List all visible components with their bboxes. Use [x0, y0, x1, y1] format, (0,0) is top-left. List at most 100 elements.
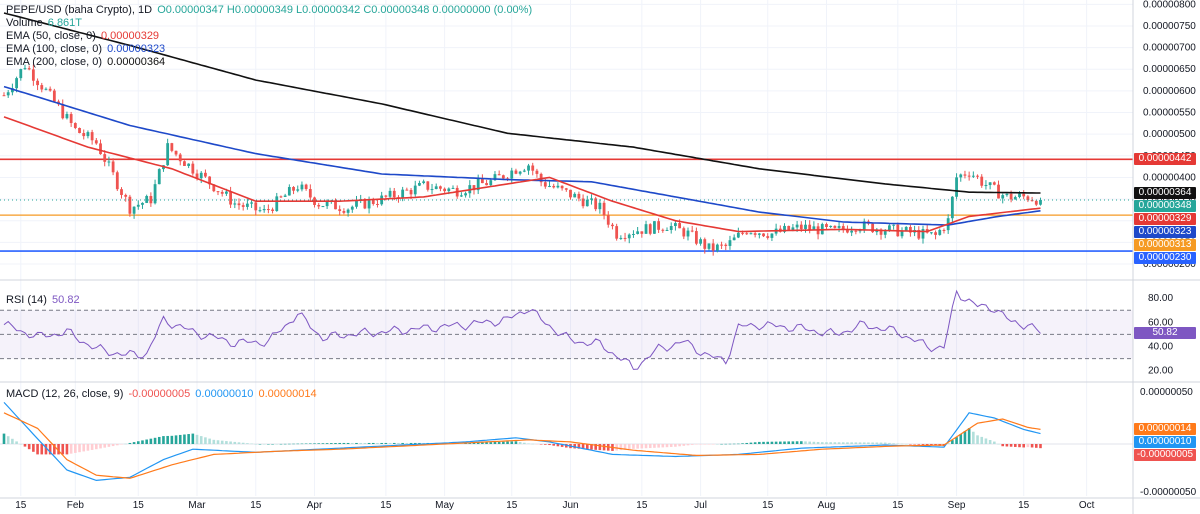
candle-body[interactable]	[23, 68, 27, 70]
candle-body[interactable]	[724, 244, 728, 246]
candle-body[interactable]	[204, 172, 207, 177]
candle-body[interactable]	[111, 161, 115, 173]
candle-body[interactable]	[808, 224, 812, 230]
candle-body[interactable]	[720, 244, 723, 246]
candle-body[interactable]	[518, 171, 522, 174]
candle-body[interactable]	[418, 182, 421, 186]
candle-body[interactable]	[296, 189, 300, 191]
candle-body[interactable]	[321, 206, 325, 208]
candle-body[interactable]	[245, 203, 249, 207]
candle-body[interactable]	[409, 189, 413, 195]
candle-body[interactable]	[522, 170, 526, 172]
rsi-pane[interactable]	[0, 289, 1133, 370]
candle-body[interactable]	[682, 228, 686, 237]
candle-body[interactable]	[627, 234, 631, 239]
candle-body[interactable]	[36, 80, 39, 86]
candle-body[interactable]	[141, 202, 144, 205]
candle-body[interactable]	[48, 88, 52, 91]
ema200-line[interactable]	[3, 12, 1041, 194]
candle-body[interactable]	[497, 174, 501, 176]
ema50-line[interactable]	[3, 116, 1041, 233]
candle-body[interactable]	[233, 203, 237, 205]
candle-body[interactable]	[787, 225, 791, 231]
macd-pane[interactable]	[0, 401, 1133, 482]
candle-body[interactable]	[862, 221, 866, 231]
candle-body[interactable]	[984, 185, 988, 187]
candle-body[interactable]	[363, 199, 367, 209]
candle-body[interactable]	[858, 230, 862, 232]
candle-body[interactable]	[78, 127, 81, 134]
candle-body[interactable]	[94, 140, 98, 144]
candle-body[interactable]	[757, 233, 761, 235]
candle-body[interactable]	[548, 185, 551, 187]
candle-body[interactable]	[15, 78, 18, 89]
candle-body[interactable]	[632, 233, 635, 235]
candle-body[interactable]	[346, 209, 350, 213]
candle-body[interactable]	[560, 185, 564, 189]
candle-body[interactable]	[783, 225, 786, 232]
candle-body[interactable]	[40, 85, 44, 90]
candle-body[interactable]	[216, 191, 220, 193]
candle-body[interactable]	[334, 200, 337, 210]
price-pane[interactable]	[0, 12, 1133, 256]
candle-body[interactable]	[6, 92, 10, 96]
candle-body[interactable]	[569, 189, 572, 198]
candle-body[interactable]	[552, 185, 556, 188]
candle-body[interactable]	[812, 226, 816, 230]
candle-body[interactable]	[195, 173, 199, 179]
candle-body[interactable]	[99, 143, 102, 155]
candle-body[interactable]	[795, 224, 799, 228]
candle-body[interactable]	[661, 229, 665, 231]
candle-body[interactable]	[136, 204, 140, 207]
candle-body[interactable]	[636, 231, 640, 234]
candle-body[interactable]	[166, 143, 170, 166]
candle-body[interactable]	[1009, 193, 1013, 200]
candle-body[interactable]	[657, 221, 661, 230]
candle-body[interactable]	[804, 224, 807, 229]
candle-body[interactable]	[73, 123, 77, 128]
signal-line[interactable]	[3, 412, 1041, 479]
candle-body[interactable]	[338, 209, 342, 212]
candle-body[interactable]	[65, 114, 69, 119]
candle-body[interactable]	[766, 236, 770, 238]
candle-body[interactable]	[212, 184, 216, 192]
candle-body[interactable]	[476, 179, 480, 191]
candle-body[interactable]	[447, 188, 451, 192]
candle-body[interactable]	[703, 239, 707, 249]
candle-body[interactable]	[611, 224, 614, 227]
candle-body[interactable]	[648, 224, 652, 234]
candle-body[interactable]	[653, 221, 656, 234]
candle-body[interactable]	[1001, 195, 1005, 199]
candle-body[interactable]	[19, 69, 23, 79]
candle-body[interactable]	[749, 233, 753, 235]
candle-body[interactable]	[976, 175, 979, 177]
candle-body[interactable]	[892, 224, 896, 226]
candle-body[interactable]	[590, 198, 593, 200]
candle-body[interactable]	[619, 237, 623, 239]
candle-body[interactable]	[1030, 200, 1034, 202]
candle-body[interactable]	[220, 191, 224, 194]
candle-body[interactable]	[128, 196, 132, 214]
candle-body[interactable]	[69, 114, 73, 124]
candle-body[interactable]	[115, 172, 119, 190]
candle-body[interactable]	[287, 187, 291, 196]
candle-body[interactable]	[376, 203, 379, 205]
candle-body[interactable]	[854, 230, 858, 232]
candle-body[interactable]	[430, 189, 434, 191]
candle-body[interactable]	[510, 170, 514, 179]
candle-body[interactable]	[174, 150, 178, 155]
candle-body[interactable]	[405, 189, 409, 191]
candle-body[interactable]	[451, 187, 455, 189]
candle-body[interactable]	[971, 175, 975, 177]
candle-body[interactable]	[237, 203, 241, 206]
candle-body[interactable]	[581, 198, 585, 207]
candle-body[interactable]	[577, 193, 581, 199]
candle-body[interactable]	[707, 243, 711, 249]
candle-body[interactable]	[350, 206, 354, 210]
candle-body[interactable]	[883, 231, 887, 235]
candle-body[interactable]	[271, 209, 274, 212]
candle-body[interactable]	[229, 191, 232, 205]
candle-body[interactable]	[904, 226, 908, 231]
candle-body[interactable]	[124, 194, 128, 197]
